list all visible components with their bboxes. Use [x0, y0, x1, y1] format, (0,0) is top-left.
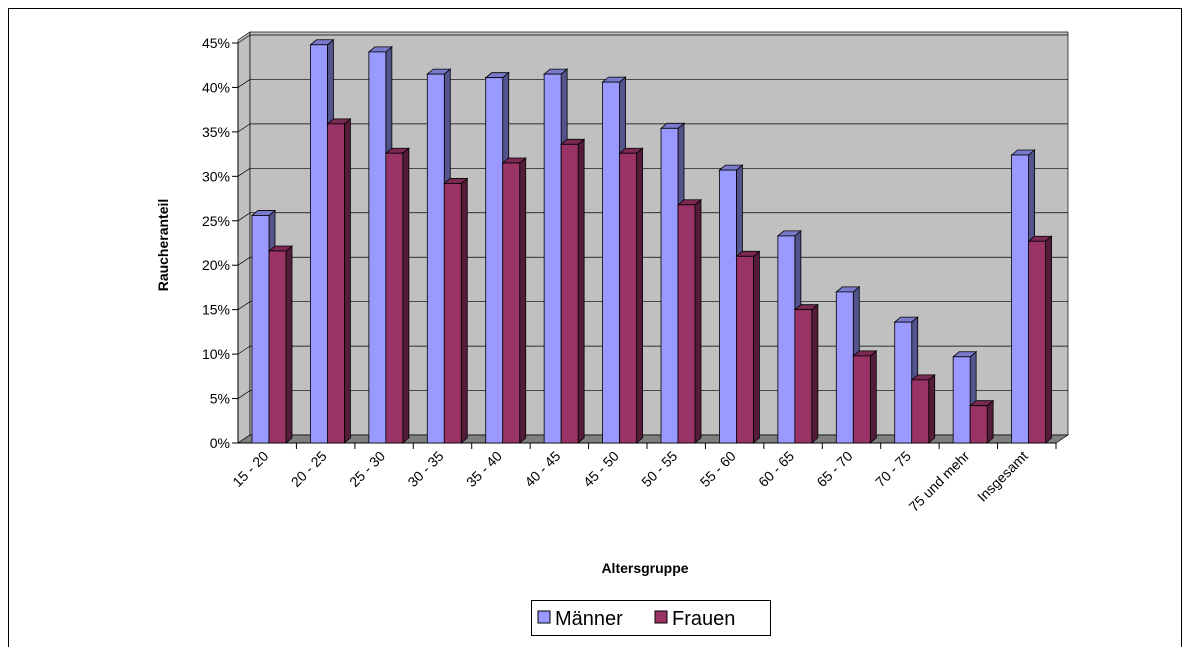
- side-wall: [237, 31, 251, 444]
- legend-label: Männer: [555, 608, 623, 630]
- y-tick-label: 5%: [210, 391, 230, 407]
- legend-swatch: [537, 610, 551, 624]
- bar-front: [368, 51, 387, 444]
- bar-front: [310, 44, 328, 444]
- bar: [852, 350, 878, 444]
- bar-side: [285, 245, 293, 444]
- bar-front: [327, 123, 345, 444]
- y-tick-label: 25%: [202, 213, 230, 229]
- bar-side: [344, 118, 351, 444]
- y-axis-title: Raucheranteil: [155, 199, 171, 292]
- bar-front: [443, 183, 462, 444]
- bar-front: [543, 73, 562, 444]
- floor: [236, 434, 1070, 444]
- bar-front: [1028, 240, 1046, 444]
- bar-front: [777, 235, 796, 444]
- grid-line: [237, 212, 251, 222]
- bar-side: [694, 198, 702, 444]
- bar: [267, 245, 294, 444]
- grid-line: [237, 256, 251, 266]
- bar-side: [402, 147, 410, 444]
- grid-line: [237, 79, 251, 88]
- grid-line: [237, 168, 251, 177]
- bar-side: [1045, 235, 1052, 444]
- y-tick-label: 30%: [202, 168, 230, 184]
- x-axis-title: Altersgruppe: [601, 560, 688, 576]
- bar-front: [794, 309, 813, 444]
- bar-front: [736, 255, 754, 444]
- y-tick-label: 0%: [210, 435, 230, 451]
- bar-front: [677, 204, 696, 444]
- bar-front: [911, 379, 930, 444]
- bar: [910, 374, 936, 444]
- bar: [501, 157, 527, 444]
- bar: [793, 303, 819, 444]
- bar: [326, 118, 352, 444]
- y-tick-label: 35%: [202, 124, 230, 140]
- bar-front: [894, 321, 913, 444]
- bar-side: [519, 157, 527, 444]
- bar-front: [1011, 154, 1029, 444]
- bar-front: [852, 355, 871, 444]
- grid-line: [237, 34, 251, 44]
- bar: [443, 177, 469, 444]
- legend-label: Frauen: [672, 608, 735, 630]
- bar-front: [835, 291, 854, 444]
- bar-front: [426, 73, 445, 444]
- bar-front: [268, 250, 287, 444]
- bar: [969, 399, 995, 444]
- bar: [560, 138, 586, 444]
- bar-front: [251, 215, 270, 444]
- bar-side: [869, 350, 877, 444]
- y-tick-label: 20%: [202, 257, 230, 273]
- y-tick-label: 15%: [202, 302, 230, 318]
- bar: [384, 147, 410, 444]
- bar-side: [636, 147, 643, 444]
- grid-line: [237, 390, 251, 399]
- grid-line: [237, 345, 251, 355]
- bar-front: [502, 162, 521, 444]
- bar-side: [928, 374, 936, 444]
- bar-front: [660, 127, 679, 444]
- legend: [531, 600, 771, 636]
- grid-line: [237, 123, 251, 133]
- bar-side: [753, 250, 760, 444]
- bar-front: [485, 77, 504, 444]
- bar-front: [719, 169, 737, 444]
- bar-side: [811, 303, 819, 444]
- y-tick-label: 45%: [202, 35, 230, 51]
- bar: [618, 147, 644, 444]
- bar-front: [602, 81, 620, 444]
- bar-front: [619, 152, 637, 444]
- grid-line: [237, 301, 251, 310]
- bar-side: [577, 138, 585, 444]
- bar: [735, 250, 761, 444]
- bar-side: [986, 399, 994, 444]
- y-tick-label: 10%: [202, 346, 230, 362]
- bar: [1027, 235, 1053, 444]
- bar: [676, 198, 703, 444]
- bar-front: [969, 405, 988, 444]
- bar-front: [385, 152, 404, 444]
- bar-front: [560, 143, 579, 444]
- bar-side: [460, 177, 468, 444]
- y-tick-label: 40%: [202, 79, 230, 95]
- legend-swatch: [654, 610, 668, 624]
- bar-front: [952, 356, 971, 444]
